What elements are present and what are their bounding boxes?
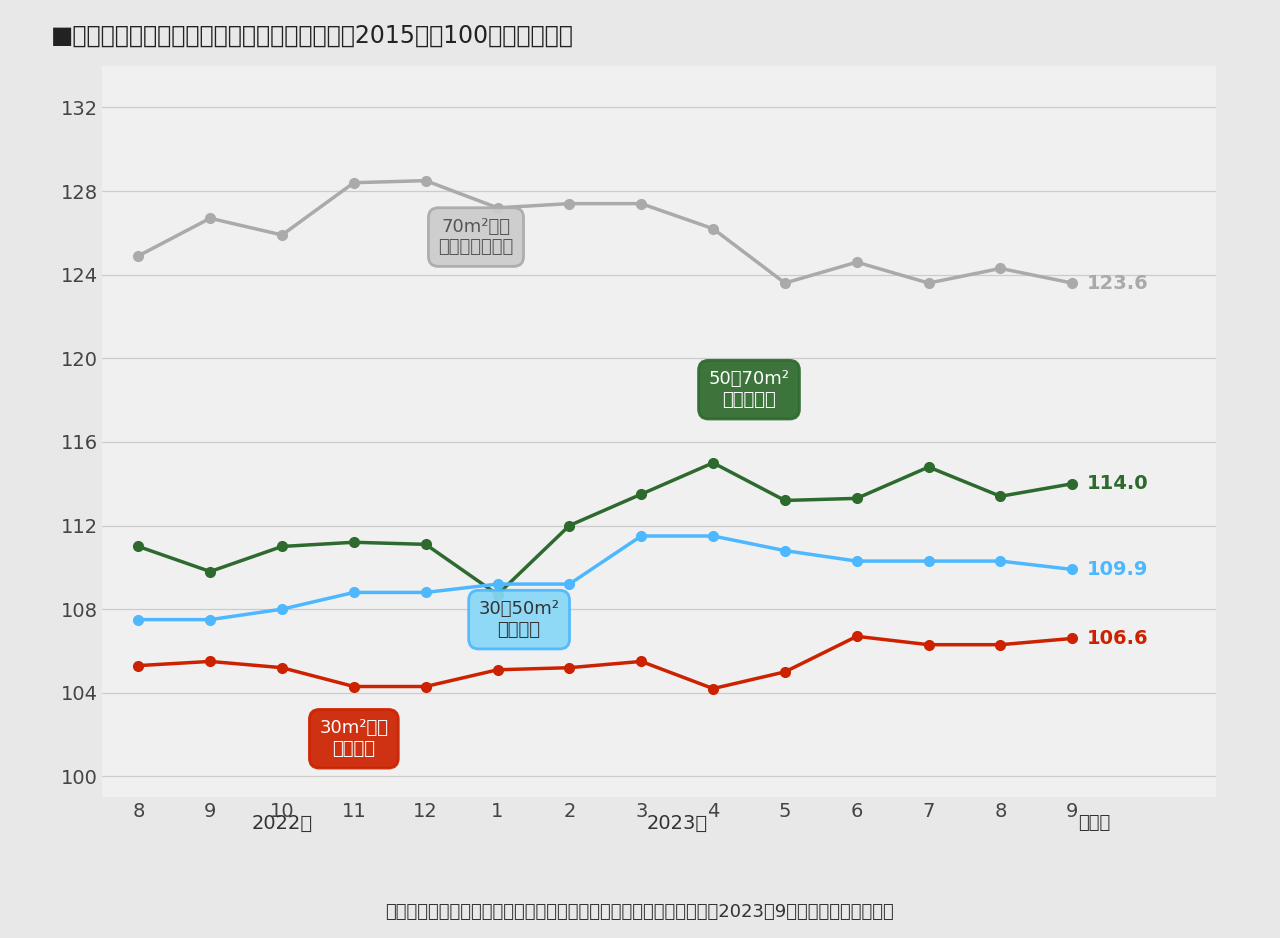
Text: 30～50m²
カップル: 30～50m² カップル xyxy=(479,600,559,639)
Text: 114.0: 114.0 xyxy=(1087,475,1148,493)
Text: 50～70m²
ファミリー: 50～70m² ファミリー xyxy=(709,371,790,409)
Text: 30m²未満
シングル: 30m²未満 シングル xyxy=(319,719,388,758)
Text: 109.9: 109.9 xyxy=(1087,560,1148,579)
Text: ■神奈川県－マンション平均家賃指数の推移（2015年＝100としたもの）: ■神奈川県－マンション平均家賃指数の推移（2015年＝100としたもの） xyxy=(51,23,573,48)
Text: 出典：全国主要都市の「賃貸マンション・アパート」募集家賃動向（2023年9月）アットホーム調べ: 出典：全国主要都市の「賃貸マンション・アパート」募集家賃動向（2023年9月）ア… xyxy=(385,903,895,921)
Text: 2022年: 2022年 xyxy=(251,814,312,833)
Text: （月）: （月） xyxy=(1078,814,1110,832)
Text: 70m²以上
大型ファミリー: 70m²以上 大型ファミリー xyxy=(438,218,513,256)
Text: 2023年: 2023年 xyxy=(646,814,708,833)
Text: 106.6: 106.6 xyxy=(1087,629,1148,648)
Text: 123.6: 123.6 xyxy=(1087,274,1148,293)
